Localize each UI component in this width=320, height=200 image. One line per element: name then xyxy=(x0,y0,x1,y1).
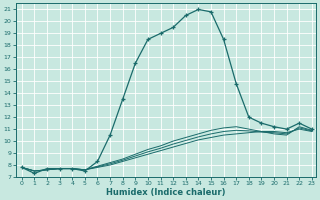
X-axis label: Humidex (Indice chaleur): Humidex (Indice chaleur) xyxy=(106,188,225,197)
